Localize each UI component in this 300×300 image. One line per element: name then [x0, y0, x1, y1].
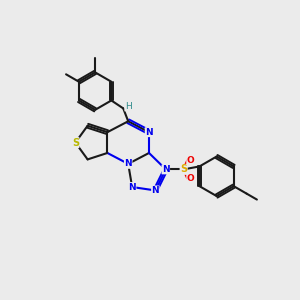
Text: S: S: [180, 164, 187, 174]
Text: O: O: [187, 174, 194, 183]
Text: N: N: [162, 165, 169, 174]
Text: N: N: [152, 186, 159, 195]
Text: S: S: [72, 138, 79, 148]
Text: N: N: [128, 182, 136, 191]
Text: N: N: [124, 159, 132, 168]
Text: N: N: [145, 128, 153, 137]
Text: O: O: [187, 156, 194, 165]
Text: H: H: [125, 102, 132, 111]
